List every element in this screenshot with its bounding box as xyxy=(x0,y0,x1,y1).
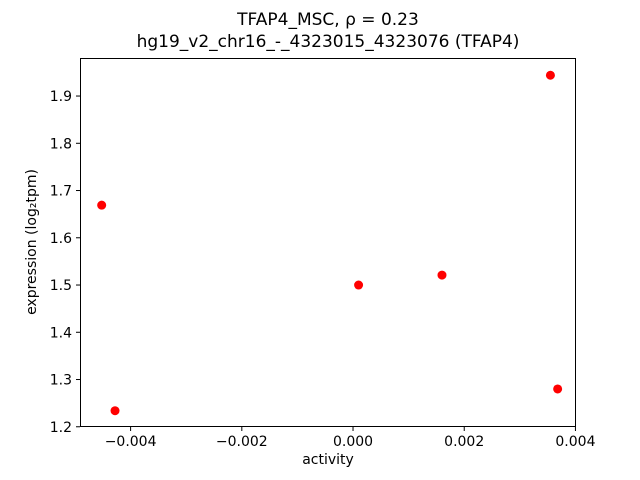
axes-frame xyxy=(80,58,576,427)
x-tick-label: 0.002 xyxy=(444,434,484,450)
scatter-point xyxy=(553,384,563,394)
y-tick-label: 1.2 xyxy=(50,420,72,436)
x-tick-label: −0.002 xyxy=(216,434,268,450)
chart-subtitle: hg19_v2_chr16_-_4323015_4323076 (TFAP4) xyxy=(136,32,520,52)
x-tick-label: 0.004 xyxy=(555,434,595,450)
y-tick-label: 1.3 xyxy=(50,373,72,389)
scatter-point xyxy=(437,270,447,280)
chart-title: TFAP4_MSC, ρ = 0.23 xyxy=(237,10,419,30)
scatter-point xyxy=(97,200,107,210)
scatter-point xyxy=(545,70,555,80)
x-tick-label: 0.000 xyxy=(333,434,373,450)
y-tick-label: 1.9 xyxy=(50,89,72,105)
y-tick-label: 1.5 xyxy=(50,278,72,294)
y-tick-label: 1.7 xyxy=(50,184,72,200)
y-tick-label: 1.4 xyxy=(50,325,72,341)
x-tick-label: −0.004 xyxy=(105,434,157,450)
scatter-point xyxy=(354,280,364,290)
y-tick-label: 1.8 xyxy=(50,136,72,152)
x-axis-label: activity xyxy=(302,452,354,468)
y-tick-label: 1.6 xyxy=(50,231,72,247)
y-axis-label: expression (log₂tpm) xyxy=(24,169,40,315)
scatter-point xyxy=(110,406,120,416)
